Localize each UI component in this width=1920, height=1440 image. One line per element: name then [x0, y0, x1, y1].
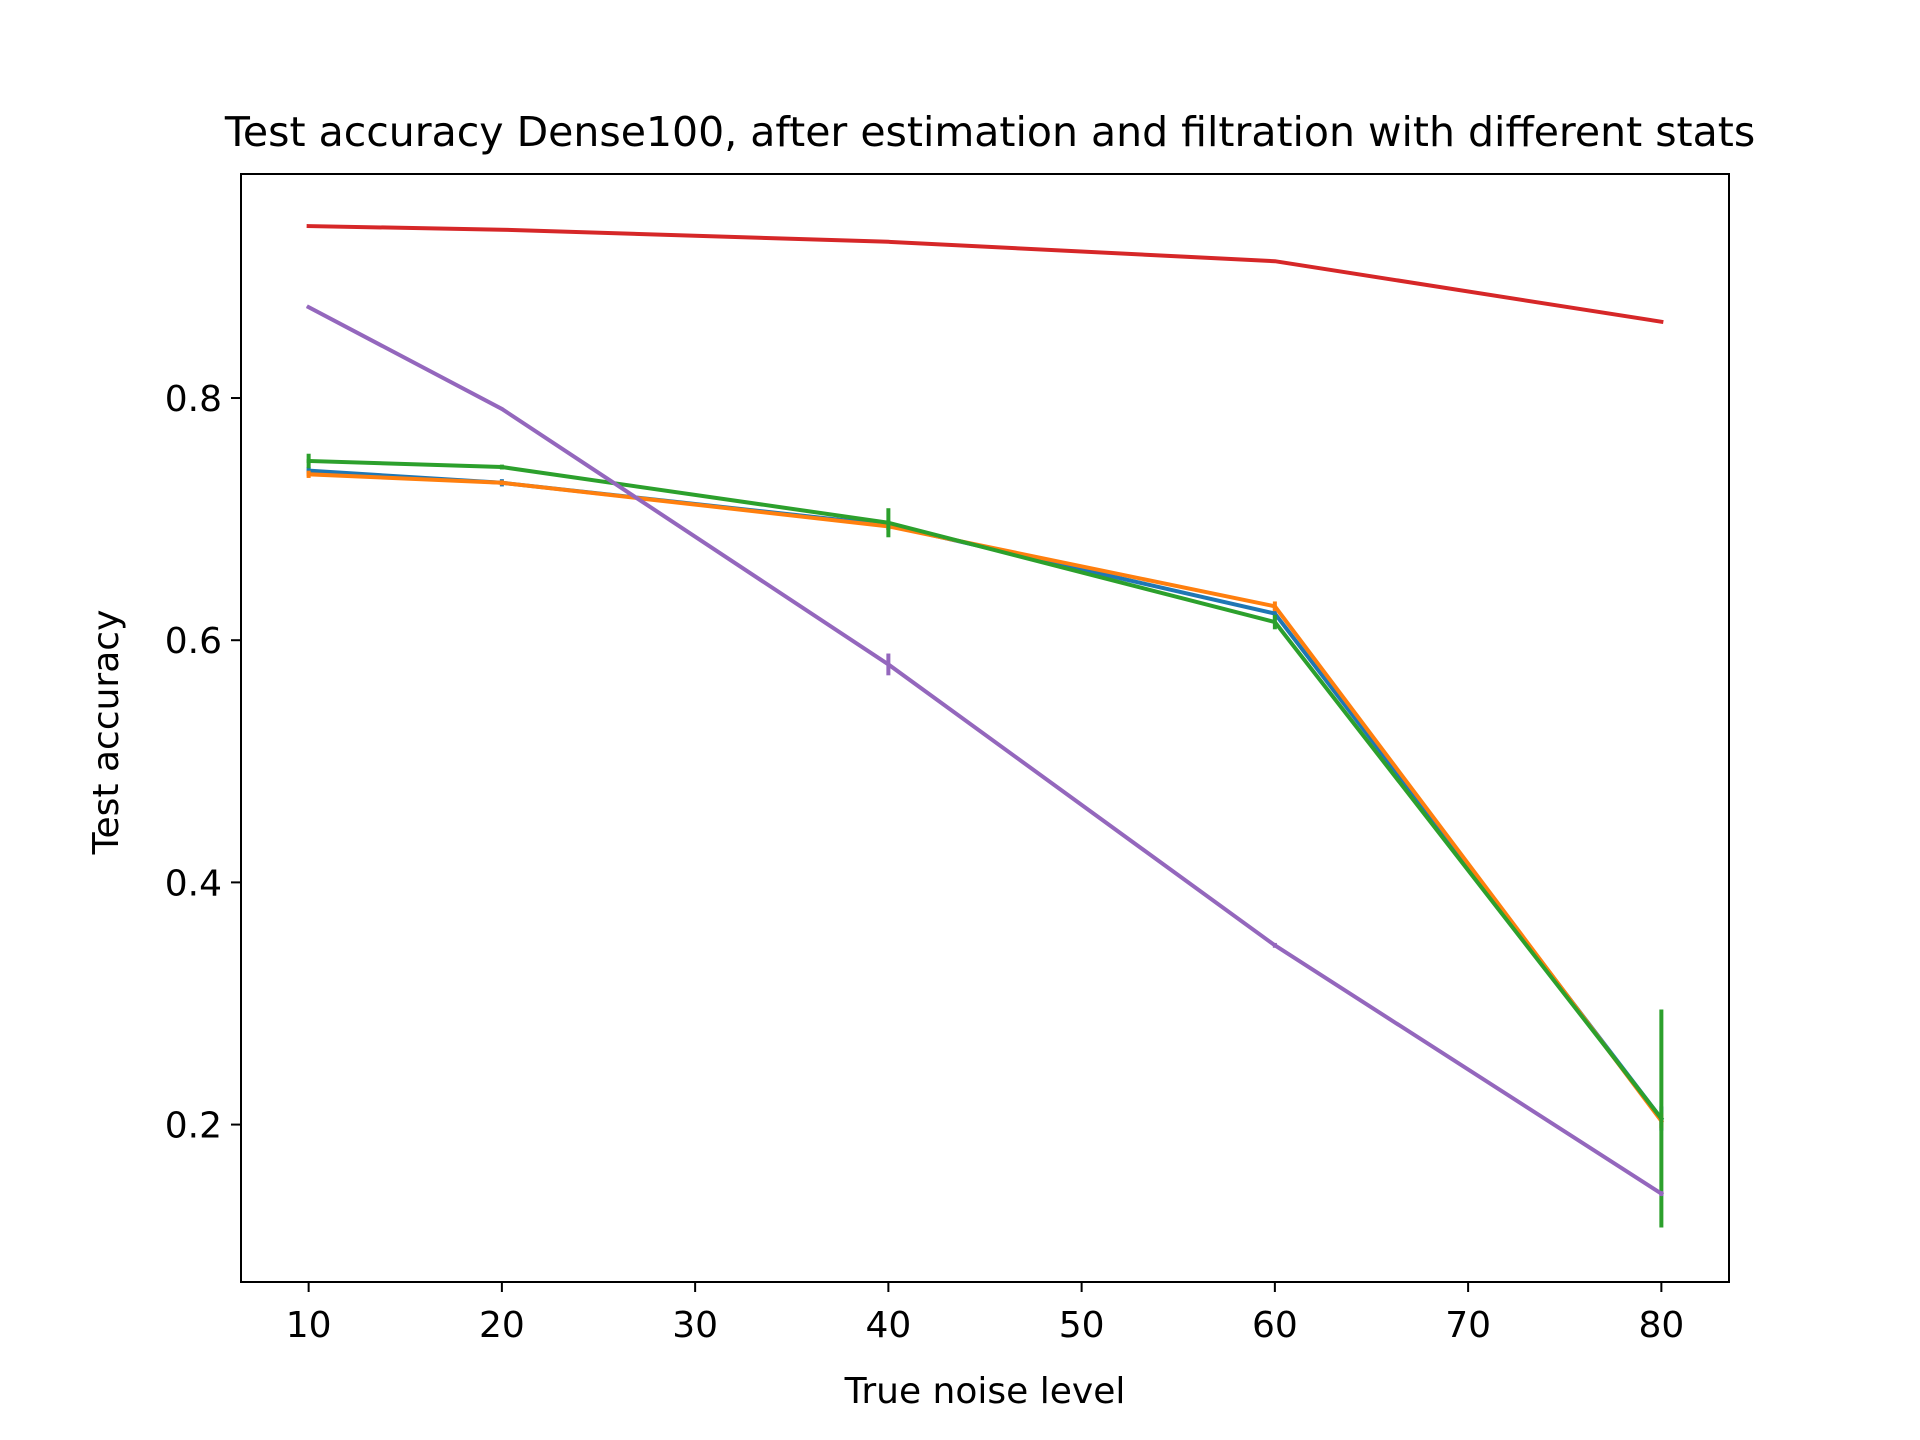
y-tick-label: 0.6 — [165, 621, 222, 662]
x-tick-label: 80 — [1638, 1305, 1684, 1346]
y-tick-label: 0.2 — [165, 1106, 222, 1147]
y-axis-label: Test accuracy — [86, 610, 127, 856]
series-4-line — [306, 224, 1664, 325]
x-tick-label: 60 — [1252, 1305, 1298, 1346]
y-tick-label: 0.4 — [165, 863, 222, 904]
x-tick-label: 10 — [286, 1305, 332, 1346]
chart-title: Test accuracy Dense100, after estimation… — [224, 108, 1755, 156]
axes: 10 20 30 40 50 60 70 80 0.2 0.4 0.6 0.8 — [165, 173, 1730, 1346]
x-tick-label: 20 — [479, 1305, 525, 1346]
x-tick-label: 50 — [1059, 1305, 1105, 1346]
y-tick-label: 0.8 — [165, 379, 222, 420]
x-tick-label: 30 — [672, 1305, 718, 1346]
plot-marks — [305, 224, 1665, 1228]
x-axis-label: True noise level — [844, 1371, 1126, 1412]
x-tick-label: 70 — [1445, 1305, 1491, 1346]
x-tick-label: 40 — [865, 1305, 911, 1346]
axes-frame — [240, 173, 1730, 1283]
